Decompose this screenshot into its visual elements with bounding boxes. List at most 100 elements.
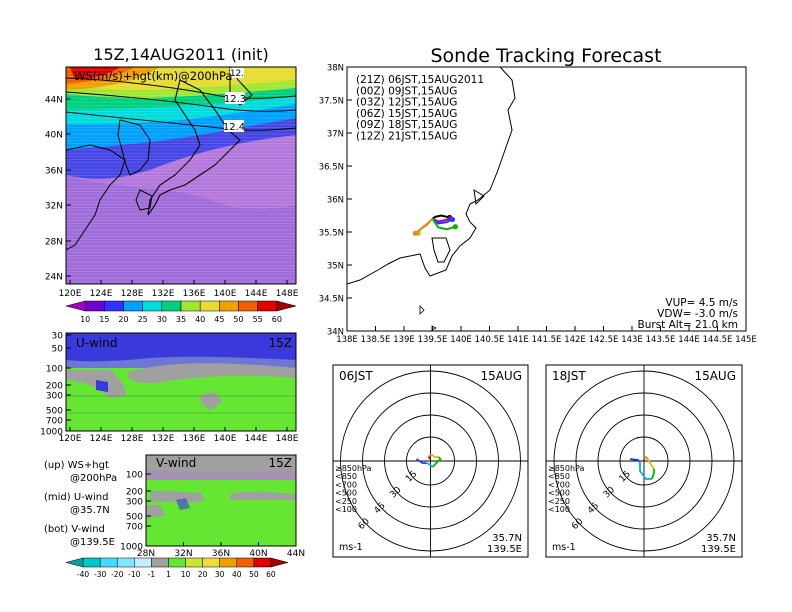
lat-tick-label: 32N bbox=[45, 202, 63, 212]
lat-tick-label: 37N bbox=[327, 130, 344, 140]
legend-entry: (09Z) 18JST,15AUG bbox=[356, 119, 457, 131]
wind-colorbar: -40 -30 -20 -10 -1 1 10 20 30 40 50 60 bbox=[65, 557, 289, 579]
colorbar-swatch bbox=[116, 557, 135, 568]
colorbar-label: -1 bbox=[148, 570, 156, 579]
lat-tick-label: 34.5N bbox=[319, 295, 344, 305]
hodo-lon: 139.5E bbox=[487, 544, 522, 555]
level-label: <700 bbox=[548, 480, 570, 489]
pressure-tick-label: 100 bbox=[46, 365, 63, 375]
lon-tick-label: 136E bbox=[183, 434, 206, 444]
hodo-trace bbox=[639, 462, 652, 480]
track-line bbox=[431, 218, 453, 225]
colorbar-label: 25 bbox=[138, 315, 148, 324]
note-mid-1: (mid) U-wind bbox=[44, 492, 108, 503]
track-lines bbox=[412, 214, 458, 236]
legend-entry: (06Z) 15JST,15AUG bbox=[356, 108, 457, 120]
colorbar-label: 15 bbox=[99, 315, 109, 324]
hodo-time: 18JST bbox=[552, 369, 586, 383]
hodo-trace bbox=[431, 454, 439, 458]
level-label: <100 bbox=[335, 505, 357, 514]
hodo-date: 15AUG bbox=[480, 369, 522, 383]
lat-tick-label: 36.5N bbox=[319, 163, 344, 173]
lon-tick-label: 141E bbox=[507, 335, 529, 345]
lon-tick-label: 142E bbox=[564, 335, 586, 345]
lon-tick-label: 120E bbox=[59, 434, 82, 444]
colorbar-swatch bbox=[123, 300, 143, 312]
colorbar-label: 1 bbox=[166, 570, 171, 579]
legend-entry: (21Z) 06JST,15AUG2011 bbox=[356, 74, 484, 86]
lat-tick-label: 44N bbox=[287, 549, 305, 559]
hodo-lon: 139.5E bbox=[701, 544, 736, 555]
lon-tick-label: 139.5E bbox=[418, 335, 448, 345]
lon-tick-label: 124E bbox=[90, 289, 113, 299]
colorbar-swatch bbox=[270, 557, 289, 568]
level-label: ≥850hPa bbox=[335, 464, 372, 473]
hodo-trace bbox=[651, 469, 655, 480]
panel-notes: (up) WS+hgt @200hPa (mid) U-wind @35.7N … bbox=[44, 460, 117, 548]
pressure-tick-label: 1000 bbox=[120, 543, 143, 553]
lat-tick-label: 37.5N bbox=[319, 97, 344, 107]
colorbar-swatch bbox=[185, 557, 203, 568]
lon-tick-label: 132E bbox=[152, 289, 175, 299]
track-panel: 38N 37.5N 37N 36.5N 36N 35.5N 35N 34.5N 34N 138E… bbox=[319, 64, 757, 346]
lat-tick-label: 34N bbox=[327, 328, 344, 338]
note-bot-2: @139.5E bbox=[70, 537, 115, 548]
pressure-tick-label: 300 bbox=[126, 498, 143, 508]
colorbar-swatch bbox=[104, 300, 124, 312]
colorbar-swatch bbox=[161, 300, 182, 312]
hodo-lat: 35.7N bbox=[706, 533, 736, 544]
lon-tick-label: 143.5E bbox=[646, 335, 676, 345]
pressure-tick-label: 500 bbox=[46, 407, 63, 417]
note-up-2: @200hPa bbox=[70, 473, 117, 484]
colorbar-label: 10 bbox=[80, 315, 90, 324]
lon-tick-label: 136E bbox=[183, 289, 206, 299]
colorbar-label: 45 bbox=[214, 315, 224, 324]
lat-tick-label: 28N bbox=[137, 549, 155, 559]
burst-point bbox=[452, 224, 458, 230]
hodo-trace bbox=[426, 462, 434, 468]
lon-tick-label: 140E bbox=[214, 434, 237, 444]
contour-label: 12.3 bbox=[224, 94, 246, 105]
lon-tick-label: 124E bbox=[90, 434, 113, 444]
stripe-layer bbox=[66, 69, 296, 282]
colorbar-swatch bbox=[253, 557, 272, 568]
colorbar-label: 50 bbox=[249, 570, 259, 579]
ws-colorbar: 10 15 20 25 30 35 40 45 50 55 60 bbox=[65, 300, 297, 324]
hodo-date: 15AUG bbox=[694, 369, 736, 383]
v-wind-label: V-wind bbox=[156, 456, 196, 470]
lon-ticks: 138E 138.5E 139E 139.5E 140E 140.5E 141E 141.5E… bbox=[336, 326, 757, 345]
colorbar-label: 55 bbox=[253, 315, 263, 324]
lat-tick-label: 35.5N bbox=[319, 229, 344, 239]
contour-label: 12.4 bbox=[223, 122, 245, 133]
lat-tick-label: 36N bbox=[327, 196, 344, 206]
level-label: <100 bbox=[548, 505, 570, 514]
contour-label: 12. bbox=[230, 69, 244, 79]
lon-tick-label: 140E bbox=[214, 289, 237, 299]
lon-tick-label: 120E bbox=[59, 289, 82, 299]
colorbar-label: 30 bbox=[215, 570, 225, 579]
colorbar-swatch bbox=[238, 300, 258, 312]
pressure-tick-label: 200 bbox=[46, 382, 63, 392]
lat-ticks: 44N 40N 36N 32N 28N 24N bbox=[45, 96, 71, 283]
colorbar-label: -10 bbox=[128, 570, 140, 579]
pressure-tick-label: 500 bbox=[126, 513, 143, 523]
lat-tick-label: 35N bbox=[327, 262, 344, 272]
v-wind-time: 15Z bbox=[269, 456, 293, 470]
u-wind-label: U-wind bbox=[76, 336, 117, 350]
u-wind-time: 15Z bbox=[269, 336, 293, 350]
colorbar-swatch bbox=[168, 557, 186, 568]
colorbar-label: 60 bbox=[266, 570, 276, 579]
track-legend: (21Z) 06JST,15AUG2011(00Z) 09JST,15AUG(0… bbox=[356, 74, 484, 143]
hodo-trace bbox=[416, 458, 427, 464]
note-mid-2: @35.7N bbox=[70, 505, 110, 516]
level-label: <500 bbox=[548, 489, 570, 498]
colorbar-swatch bbox=[142, 300, 163, 312]
level-label: <250 bbox=[335, 497, 357, 506]
colorbar-label: -20 bbox=[111, 570, 123, 579]
colorbar-label: 20 bbox=[198, 570, 208, 579]
level-label: ≥850hPa bbox=[548, 464, 585, 473]
colorbar-swatch bbox=[99, 557, 118, 568]
note-up-1: (up) WS+hgt bbox=[44, 460, 109, 471]
